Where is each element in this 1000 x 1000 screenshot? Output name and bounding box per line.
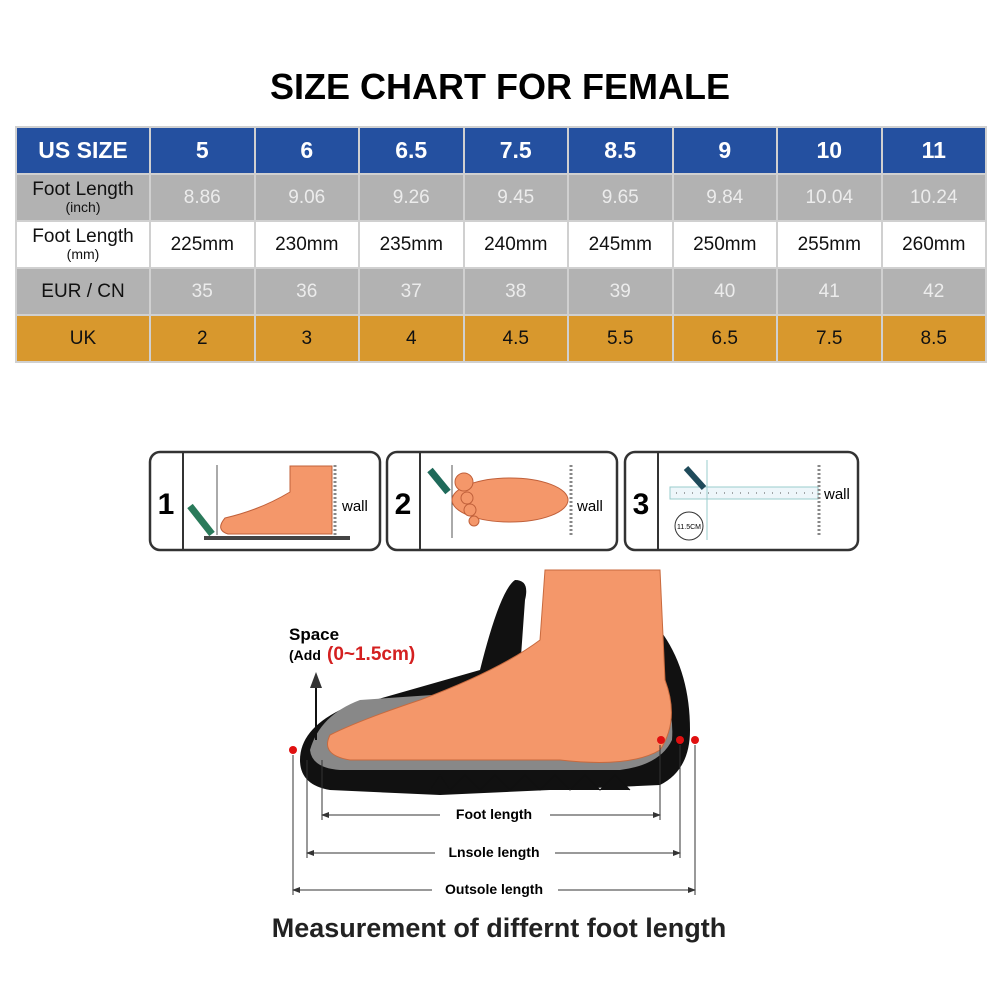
us-size-row: US SIZE 5 6 6.5 7.5 8.5 9 10 11	[15, 126, 987, 175]
foot-length-inch-row: Foot Length (inch) 8.86 9.06 9.26 9.45 9.65 9.…	[15, 173, 987, 222]
size-cell: 10	[776, 126, 883, 175]
wall-label: wall	[576, 498, 603, 515]
label-unit: (inch)	[65, 199, 101, 216]
step-number: 2	[395, 488, 412, 521]
size-cell: 8.5	[567, 126, 674, 175]
foot-sole-icon	[451, 477, 569, 523]
foot-length-label: Foot length	[456, 806, 532, 822]
size-chart-table: US SIZE 5 6 6.5 7.5 8.5 9 10 11 Foot Length (inc…	[15, 126, 987, 363]
eur-cell: 42	[880, 267, 987, 316]
wall-label: wall	[823, 486, 850, 503]
step-1-panel: 1 wall	[148, 450, 382, 552]
row-label: UK	[15, 314, 151, 363]
step-number: 3	[633, 488, 650, 521]
space-range: (0~1.5cm)	[327, 644, 415, 665]
insole-length-label: Lnsole length	[449, 844, 540, 860]
mm-cell: 235mm	[358, 220, 465, 269]
size-cell: 5	[149, 126, 256, 175]
label-text: Foot Length	[32, 226, 134, 248]
pencil-icon	[187, 503, 215, 537]
label-text: Foot Length	[32, 179, 134, 201]
mm-cell: 230mm	[253, 220, 360, 269]
pencil-icon	[683, 465, 707, 491]
step-number: 1	[158, 488, 175, 521]
eur-cell: 41	[776, 267, 883, 316]
foot-side-icon	[220, 465, 333, 535]
row-label: EUR / CN	[15, 267, 151, 316]
mm-cell: 225mm	[149, 220, 256, 269]
inch-cell: 9.45	[462, 173, 569, 222]
measurement-illustration: 1 wall 2 wall 3 11.5CM wall	[148, 450, 860, 943]
step-3-panel: 3 11.5CM wall	[623, 450, 860, 552]
size-cell: 7.5	[462, 126, 569, 175]
uk-row: UK 2 3 4 4.5 5.5 6.5 7.5 8.5	[15, 314, 987, 363]
mm-cell: 240mm	[462, 220, 569, 269]
inch-cell: 9.84	[671, 173, 778, 222]
eur-cn-row: EUR / CN 35 36 37 38 39 40 41 42	[15, 267, 987, 316]
mm-cell: 255mm	[776, 220, 883, 269]
foot-icon	[327, 569, 672, 763]
wall-label: wall	[341, 498, 368, 515]
uk-cell: 6.5	[671, 314, 778, 363]
uk-cell: 2	[149, 314, 256, 363]
eur-cell: 40	[671, 267, 778, 316]
mm-cell: 260mm	[880, 220, 987, 269]
size-cell: 9	[671, 126, 778, 175]
inch-cell: 8.86	[149, 173, 256, 222]
uk-cell: 8.5	[880, 314, 987, 363]
eur-cell: 36	[253, 267, 360, 316]
page-title: SIZE CHART FOR FEMALE	[270, 66, 730, 107]
inch-cell: 9.06	[253, 173, 360, 222]
uk-cell: 3	[253, 314, 360, 363]
diagram-caption: Measurement of differnt foot length	[272, 913, 727, 943]
foot-length-mm-row: Foot Length (mm) 225mm 230mm 235mm 240mm 245m…	[15, 220, 987, 269]
mm-cell: 245mm	[567, 220, 674, 269]
pencil-icon	[427, 467, 451, 495]
size-cell: 6	[253, 126, 360, 175]
size-cell: 6.5	[358, 126, 465, 175]
inch-cell: 10.24	[880, 173, 987, 222]
add-label: (Add	[289, 647, 321, 663]
shoe-foot-diagram: Space (Add (0~1.5cm) Foot length Lnsole …	[272, 569, 727, 943]
uk-cell: 5.5	[567, 314, 674, 363]
size-cell: 11	[880, 126, 987, 175]
mm-cell: 250mm	[671, 220, 778, 269]
outsole-length-label: Outsole length	[445, 881, 543, 897]
eur-cell: 37	[358, 267, 465, 316]
uk-cell: 7.5	[776, 314, 883, 363]
inch-cell: 10.04	[776, 173, 883, 222]
row-label: Foot Length (mm)	[15, 220, 151, 269]
row-label: US SIZE	[15, 126, 151, 175]
row-label: Foot Length (inch)	[15, 173, 151, 222]
eur-cell: 39	[567, 267, 674, 316]
uk-cell: 4.5	[462, 314, 569, 363]
inch-cell: 9.65	[567, 173, 674, 222]
label-unit: (mm)	[66, 246, 100, 263]
measurement-badge: 11.5CM	[677, 524, 701, 531]
uk-cell: 4	[358, 314, 465, 363]
inch-cell: 9.26	[358, 173, 465, 222]
eur-cell: 35	[149, 267, 256, 316]
eur-cell: 38	[462, 267, 569, 316]
space-label: Space	[289, 625, 339, 644]
step-2-panel: 2 wall	[385, 450, 619, 552]
